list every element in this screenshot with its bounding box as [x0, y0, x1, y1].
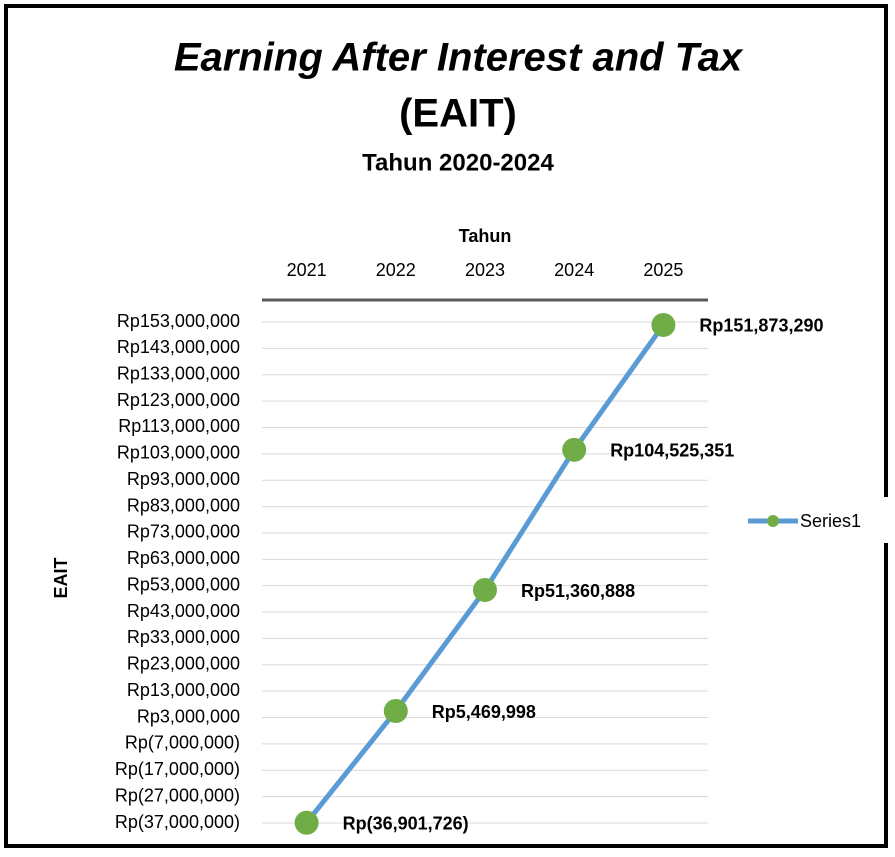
- data-label: Rp5,469,998: [432, 702, 536, 722]
- data-point: [651, 312, 676, 337]
- y-axis-title: EAIT: [51, 557, 71, 598]
- y-tick-label: Rp23,000,000: [127, 654, 240, 674]
- y-tick-label: Rp(27,000,000): [115, 785, 240, 805]
- chart-frame: [4, 4, 888, 848]
- data-point: [383, 699, 408, 724]
- y-tick-label: Rp(17,000,000): [115, 759, 240, 779]
- x-tick-label: 2022: [376, 260, 416, 280]
- y-tick-label: Rp33,000,000: [127, 627, 240, 647]
- y-tick-label: Rp(7,000,000): [125, 733, 240, 753]
- data-point: [562, 437, 587, 462]
- y-tick-label: Rp113,000,000: [118, 416, 240, 436]
- x-tick-label: 2024: [554, 260, 594, 280]
- y-tick-label: Rp63,000,000: [127, 548, 240, 568]
- data-label: Rp(36,901,726): [343, 813, 469, 833]
- legend-marker: [767, 515, 779, 527]
- y-tick-label: Rp133,000,000: [117, 363, 240, 383]
- chart-subtitle: Tahun 2020-2024: [362, 149, 554, 176]
- y-tick-label: Rp143,000,000: [117, 337, 240, 357]
- y-tick-label: Rp73,000,000: [127, 522, 240, 542]
- legend-label: Series1: [800, 511, 861, 531]
- y-tick-label: Rp93,000,000: [127, 469, 240, 489]
- data-point: [294, 810, 319, 835]
- data-label: Rp51,360,888: [521, 581, 635, 601]
- y-tick-label: Rp53,000,000: [127, 574, 240, 594]
- x-tick-label: 2023: [465, 260, 505, 280]
- y-tick-label: Rp83,000,000: [127, 495, 240, 515]
- chart-title: Earning After Interest and Tax: [174, 36, 744, 80]
- y-tick-label: Rp153,000,000: [117, 311, 240, 331]
- y-tick-label: Rp13,000,000: [127, 680, 240, 700]
- chart-title: (EAIT): [399, 92, 517, 136]
- y-tick-label: Rp3,000,000: [137, 706, 240, 726]
- y-tick-label: Rp(37,000,000): [115, 812, 240, 832]
- y-tick-label: Rp103,000,000: [117, 443, 240, 463]
- x-tick-label: 2025: [643, 260, 683, 280]
- y-tick-label: Rp123,000,000: [117, 390, 240, 410]
- x-axis-title: Tahun: [459, 226, 512, 246]
- y-tick-label: Rp43,000,000: [127, 601, 240, 621]
- data-label: Rp104,525,351: [610, 441, 734, 461]
- data-label: Rp151,873,290: [699, 316, 823, 336]
- x-tick-label: 2021: [287, 260, 327, 280]
- data-point: [473, 578, 497, 603]
